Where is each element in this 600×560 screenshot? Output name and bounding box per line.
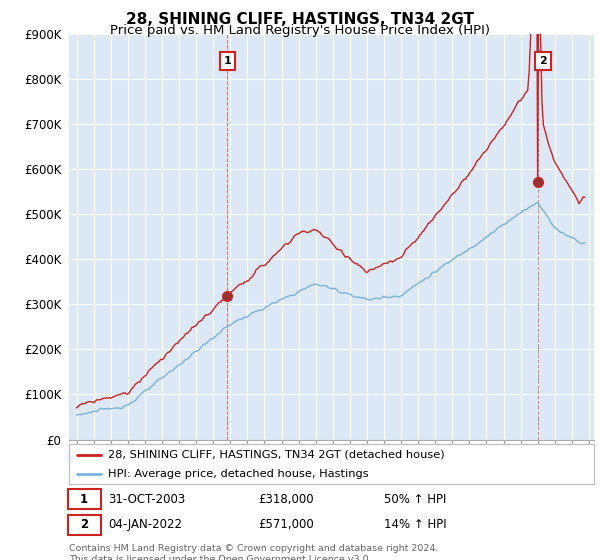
Text: 2: 2 xyxy=(80,518,88,531)
Text: £571,000: £571,000 xyxy=(258,518,314,531)
FancyBboxPatch shape xyxy=(68,489,101,510)
Text: 2: 2 xyxy=(539,55,547,66)
Text: £318,000: £318,000 xyxy=(258,493,314,506)
Text: HPI: Average price, detached house, Hastings: HPI: Average price, detached house, Hast… xyxy=(109,469,369,479)
Text: 28, SHINING CLIFF, HASTINGS, TN34 2GT: 28, SHINING CLIFF, HASTINGS, TN34 2GT xyxy=(126,12,474,27)
Text: 50% ↑ HPI: 50% ↑ HPI xyxy=(384,493,446,506)
FancyBboxPatch shape xyxy=(68,515,101,535)
Text: 1: 1 xyxy=(80,493,88,506)
Text: 04-JAN-2022: 04-JAN-2022 xyxy=(109,518,182,531)
Text: 31-OCT-2003: 31-OCT-2003 xyxy=(109,493,185,506)
Text: 28, SHINING CLIFF, HASTINGS, TN34 2GT (detached house): 28, SHINING CLIFF, HASTINGS, TN34 2GT (d… xyxy=(109,450,445,460)
Text: Contains HM Land Registry data © Crown copyright and database right 2024.
This d: Contains HM Land Registry data © Crown c… xyxy=(69,544,439,560)
Text: Price paid vs. HM Land Registry's House Price Index (HPI): Price paid vs. HM Land Registry's House … xyxy=(110,24,490,36)
Text: 14% ↑ HPI: 14% ↑ HPI xyxy=(384,518,446,531)
Text: 1: 1 xyxy=(224,55,232,66)
